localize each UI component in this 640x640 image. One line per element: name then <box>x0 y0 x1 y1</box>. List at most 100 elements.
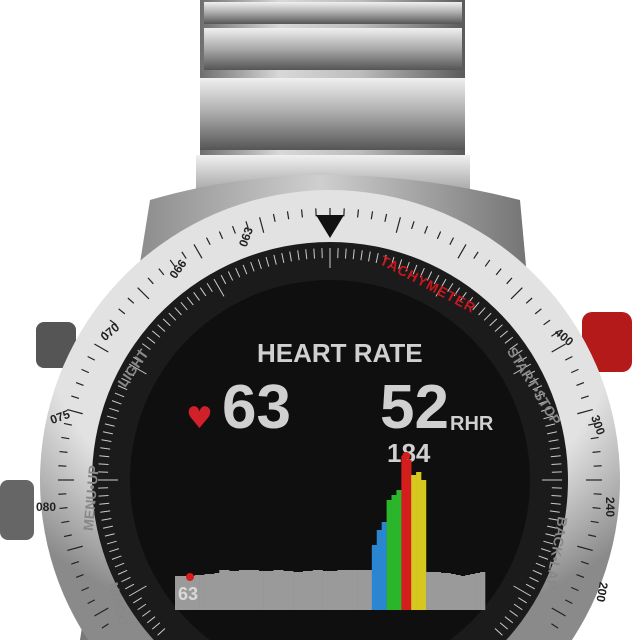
bezel-tick <box>384 213 388 222</box>
bezel-tick <box>484 259 491 267</box>
inner-tick <box>106 415 117 420</box>
chart-bar <box>179 576 186 610</box>
bezel-tick <box>564 355 573 361</box>
bezel-tick <box>75 574 84 579</box>
chart-bar <box>425 572 432 610</box>
inner-tick <box>128 363 147 375</box>
chart-bar <box>366 570 373 610</box>
bezel-tick <box>457 244 467 259</box>
chart-bar <box>480 572 486 610</box>
chart-bar <box>337 570 343 610</box>
chart-bar <box>209 574 215 610</box>
inner-tick <box>157 324 166 332</box>
display <box>130 279 531 640</box>
inner-tick <box>360 250 363 261</box>
bezel-tick <box>81 586 90 592</box>
inner-tick <box>547 525 558 529</box>
chart-bar <box>184 576 191 610</box>
bezel-tick <box>300 209 304 218</box>
bezel-tick <box>259 217 265 233</box>
inner-tick <box>538 400 549 405</box>
inner-tick <box>550 502 561 505</box>
chart-bar <box>381 522 387 610</box>
inner-tick <box>104 533 115 537</box>
resting-heart-rate: 52 <box>380 373 449 442</box>
screen-title: HEART RATE <box>257 338 423 368</box>
inner-tick <box>142 610 151 617</box>
inner-tick <box>532 569 543 575</box>
bezel-tick <box>71 395 80 399</box>
bezel-tick <box>193 244 203 259</box>
start-stop-button[interactable] <box>582 312 632 372</box>
inner-tick <box>547 431 558 435</box>
bezel-tick <box>147 277 154 285</box>
inner-tick <box>265 256 270 267</box>
bezel-tick <box>449 237 455 246</box>
inner-tick <box>98 463 109 466</box>
chart-bar <box>273 570 279 610</box>
inner-tick <box>132 356 142 363</box>
inner-tick <box>137 603 147 611</box>
inner-tick <box>513 603 523 611</box>
inner-tick <box>545 533 556 537</box>
inner-tick <box>121 576 131 583</box>
light-button[interactable] <box>36 322 76 368</box>
current-heart-rate: 63 <box>222 373 291 442</box>
inner-tick <box>193 292 200 301</box>
bezel-tick <box>592 506 601 510</box>
inner-tick <box>540 407 551 412</box>
inner-tick <box>499 622 509 630</box>
inner-tick <box>433 274 440 285</box>
bezel-tick <box>59 450 68 454</box>
bezel-tick <box>63 422 72 426</box>
bezel-tick <box>590 520 599 524</box>
bezel-tick <box>370 211 374 220</box>
inner-tick <box>180 301 188 311</box>
bezel-tick <box>181 251 187 259</box>
chart-bar <box>298 572 304 610</box>
min-marker <box>186 573 194 581</box>
inner-tick <box>289 251 292 262</box>
inner-tick <box>483 312 492 321</box>
inner-tick <box>472 301 480 311</box>
bezel-tick <box>411 221 415 230</box>
bezel-tick <box>506 277 513 285</box>
chart-bar <box>278 570 284 610</box>
inner-tick <box>151 622 161 630</box>
bezel-tick <box>543 319 551 326</box>
inner-tick <box>206 282 213 292</box>
chart-bar <box>243 570 250 610</box>
bezel-tick <box>473 251 479 259</box>
inner-tick <box>99 455 110 458</box>
inner-tick <box>124 370 135 377</box>
inner-tick <box>368 251 371 262</box>
chart-bar <box>386 500 392 610</box>
inner-tick <box>168 312 177 321</box>
inner-tick <box>227 271 234 281</box>
inner-tick <box>102 431 113 435</box>
inner-tick <box>162 318 171 327</box>
inner-tick <box>128 585 147 597</box>
bezel-tick <box>534 308 542 315</box>
inner-tick <box>529 377 539 384</box>
bezel-tick <box>551 623 559 629</box>
bezel-tick <box>127 297 135 304</box>
bezel-tick <box>286 211 290 220</box>
inner-tick <box>545 423 556 427</box>
inner-tick <box>220 274 227 285</box>
bezel-tick <box>436 231 442 240</box>
chart-bar <box>253 570 259 610</box>
inner-tick <box>494 324 503 332</box>
bezel-tick <box>592 450 601 454</box>
bezel-tick <box>118 308 126 315</box>
inner-tick <box>419 267 425 278</box>
bezel-tick <box>94 607 109 617</box>
inner-tick <box>137 349 147 357</box>
inner-tick <box>504 616 514 624</box>
down-button[interactable] <box>0 480 34 540</box>
inner-tick <box>109 548 120 553</box>
chart-bar <box>288 571 294 610</box>
chart-bar <box>194 575 200 610</box>
chart-bar <box>440 573 446 610</box>
